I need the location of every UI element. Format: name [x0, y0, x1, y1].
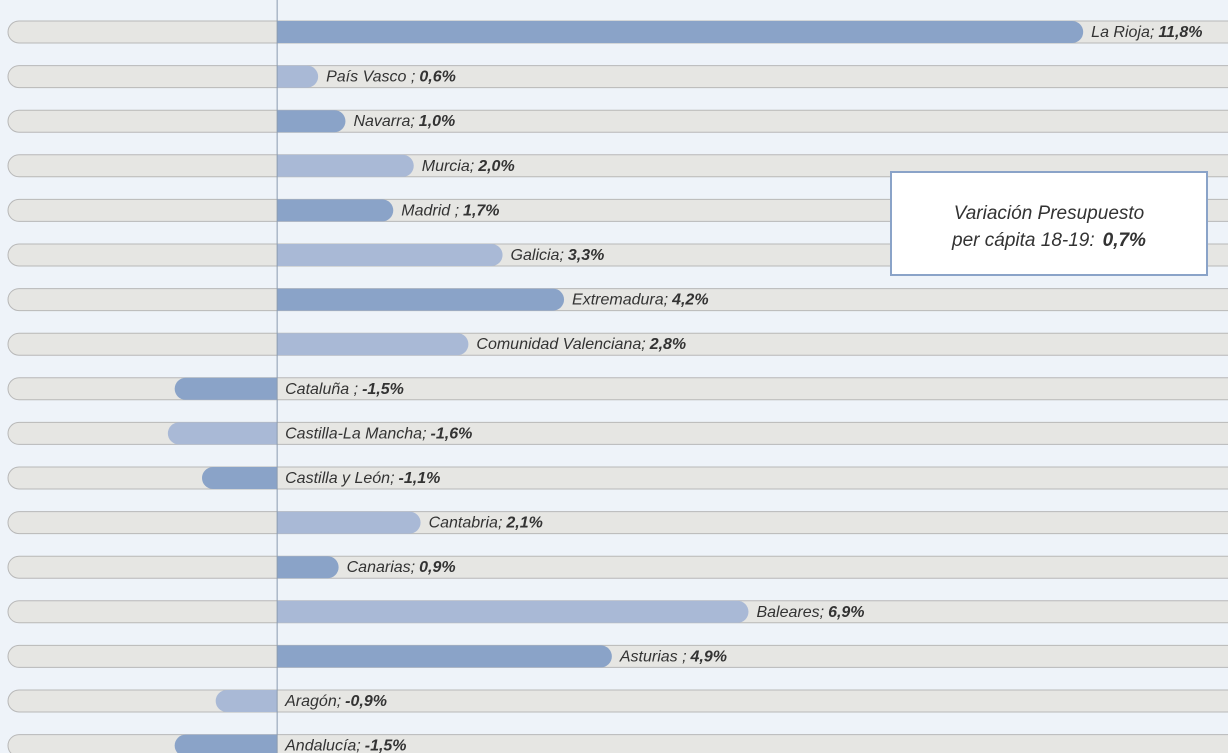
category-label: País Vasco ; — [326, 69, 415, 86]
track — [7, 644, 1228, 668]
data-label: Comunidad Valenciana; 2,8% — [476, 336, 686, 353]
value-label: 0,6% — [419, 69, 455, 86]
track — [7, 734, 1228, 753]
bar — [167, 422, 278, 445]
bar — [277, 333, 469, 356]
track — [7, 555, 1228, 579]
category-label: Baleares; — [756, 604, 824, 621]
data-label: Extremadura; 4,2% — [572, 292, 709, 309]
value-label: -1,6% — [431, 426, 473, 443]
value-label: 1,0% — [419, 113, 455, 130]
value-label: 2,1% — [505, 515, 542, 532]
bar — [277, 65, 319, 88]
category-label: Galicia; — [511, 247, 564, 264]
bar — [277, 511, 421, 534]
data-label: Murcia; 2,0% — [422, 158, 515, 175]
value-label: 1,7% — [463, 203, 499, 220]
data-label: Cataluña ; -1,5% — [285, 381, 404, 398]
value-label: -1,1% — [399, 470, 441, 487]
category-label: Madrid ; — [401, 203, 459, 220]
data-label: Cantabria; 2,1% — [429, 515, 543, 532]
value-label: 3,3% — [568, 247, 604, 264]
category-label: Extremadura; — [572, 292, 668, 309]
category-label: Murcia; — [422, 158, 474, 175]
data-label: Baleares; 6,9% — [756, 604, 864, 621]
track — [7, 466, 1228, 490]
bar — [174, 377, 278, 400]
category-label: Castilla y León; — [285, 470, 394, 487]
value-label: -1,5% — [365, 738, 407, 753]
category-label: Castilla-La Mancha; — [285, 426, 426, 443]
bar — [277, 600, 749, 623]
value-label: 2,0% — [477, 158, 514, 175]
track — [7, 689, 1228, 713]
track — [7, 377, 1228, 401]
annotation-text: per cápita 18-19: — [951, 230, 1095, 251]
category-label: Navarra; — [353, 113, 414, 130]
value-label: 0,9% — [419, 559, 455, 576]
bar — [277, 110, 346, 133]
category-label: Aragón; — [284, 693, 341, 710]
category-label: Asturias ; — [619, 649, 687, 666]
data-label: La Rioja; 11,8% — [1091, 24, 1202, 41]
value-label: 4,2% — [671, 292, 708, 309]
data-label: Madrid ; 1,7% — [401, 203, 499, 220]
value-label: -1,5% — [362, 381, 404, 398]
category-label: Comunidad Valenciana; — [476, 336, 645, 353]
value-label: 2,8% — [649, 336, 686, 353]
category-label: Canarias; — [347, 559, 415, 576]
bar — [277, 645, 612, 668]
category-label: Cataluña ; — [285, 381, 358, 398]
data-label: Andalucía; -1,5% — [284, 738, 406, 753]
category-label: Cantabria; — [429, 515, 503, 532]
bar — [277, 154, 414, 177]
bar — [174, 734, 278, 753]
annotation-line: per cápita 18-19: 0,7% — [951, 230, 1146, 251]
track — [7, 511, 1228, 535]
category-label: Andalucía; — [284, 738, 361, 753]
track — [7, 109, 1228, 133]
bars — [167, 0, 1084, 753]
data-label: Canarias; 0,9% — [347, 559, 456, 576]
bar — [277, 556, 339, 579]
data-label: Asturias ; 4,9% — [619, 649, 727, 666]
data-label: Castilla y León; -1,1% — [285, 470, 440, 487]
bar — [277, 288, 565, 311]
data-label: Navarra; 1,0% — [353, 113, 455, 130]
bar — [215, 690, 278, 712]
track — [7, 421, 1228, 445]
category-label: La Rioja; — [1091, 24, 1154, 41]
data-label: Galicia; 3,3% — [511, 247, 605, 264]
value-label: -0,9% — [345, 693, 387, 710]
bar — [277, 244, 503, 266]
track — [7, 65, 1228, 89]
data-label: País Vasco ; 0,6% — [326, 69, 456, 86]
data-label: Castilla-La Mancha; -1,6% — [285, 426, 472, 443]
bar — [201, 467, 278, 489]
annotation-line: Variación Presupuesto — [954, 203, 1144, 224]
bar — [277, 199, 394, 222]
value-label: 6,9% — [828, 604, 864, 621]
bar — [277, 21, 1084, 43]
value-label: 4,9% — [690, 649, 727, 666]
value-label: 11,8% — [1158, 24, 1202, 41]
annotation-box — [890, 171, 1208, 276]
annotation-value: 0,7% — [1103, 230, 1146, 251]
data-label: Aragón; -0,9% — [284, 693, 387, 710]
